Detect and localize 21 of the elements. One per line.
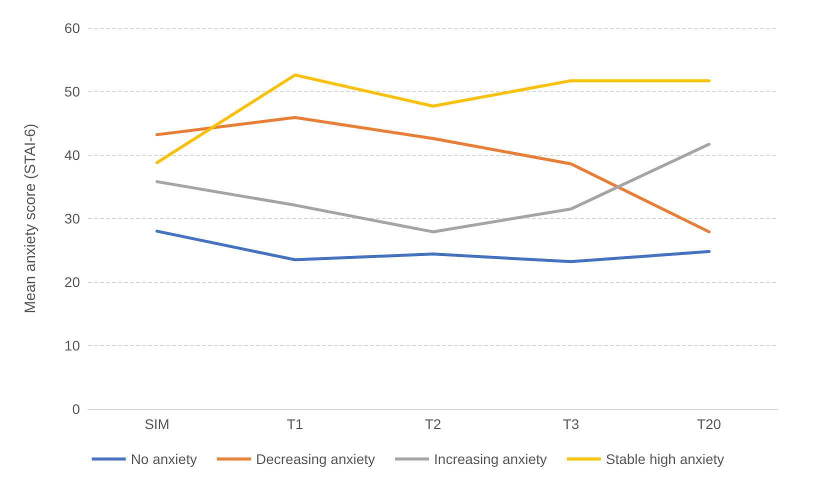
line-series	[156, 73, 710, 164]
line-series	[156, 142, 710, 234]
y-tick-label: 60	[64, 20, 80, 36]
x-tick-label: SIM	[144, 416, 170, 432]
y-tick-label: 30	[64, 210, 80, 226]
y-tick-label: 40	[64, 147, 80, 163]
legend-label: Decreasing anxiety	[256, 451, 376, 467]
x-tick-label: T1	[286, 416, 304, 432]
y-axis-title: Mean anxiety score (STAI-6)	[22, 124, 39, 314]
x-tick-label: T2	[424, 416, 442, 432]
legend-label: No anxiety	[130, 451, 197, 467]
x-tick-label: T3	[562, 416, 580, 432]
legend-label: Stable high anxiety	[606, 451, 724, 467]
line-series	[156, 230, 710, 264]
y-tick-label: 20	[64, 274, 80, 290]
legend-label: Increasing anxiety	[434, 451, 547, 467]
y-tick-label: 50	[64, 84, 80, 100]
y-tick-label: 10	[64, 338, 80, 354]
line-series	[156, 116, 710, 234]
x-tick-label: T20	[696, 416, 722, 432]
y-tick-label: 0	[72, 401, 80, 417]
